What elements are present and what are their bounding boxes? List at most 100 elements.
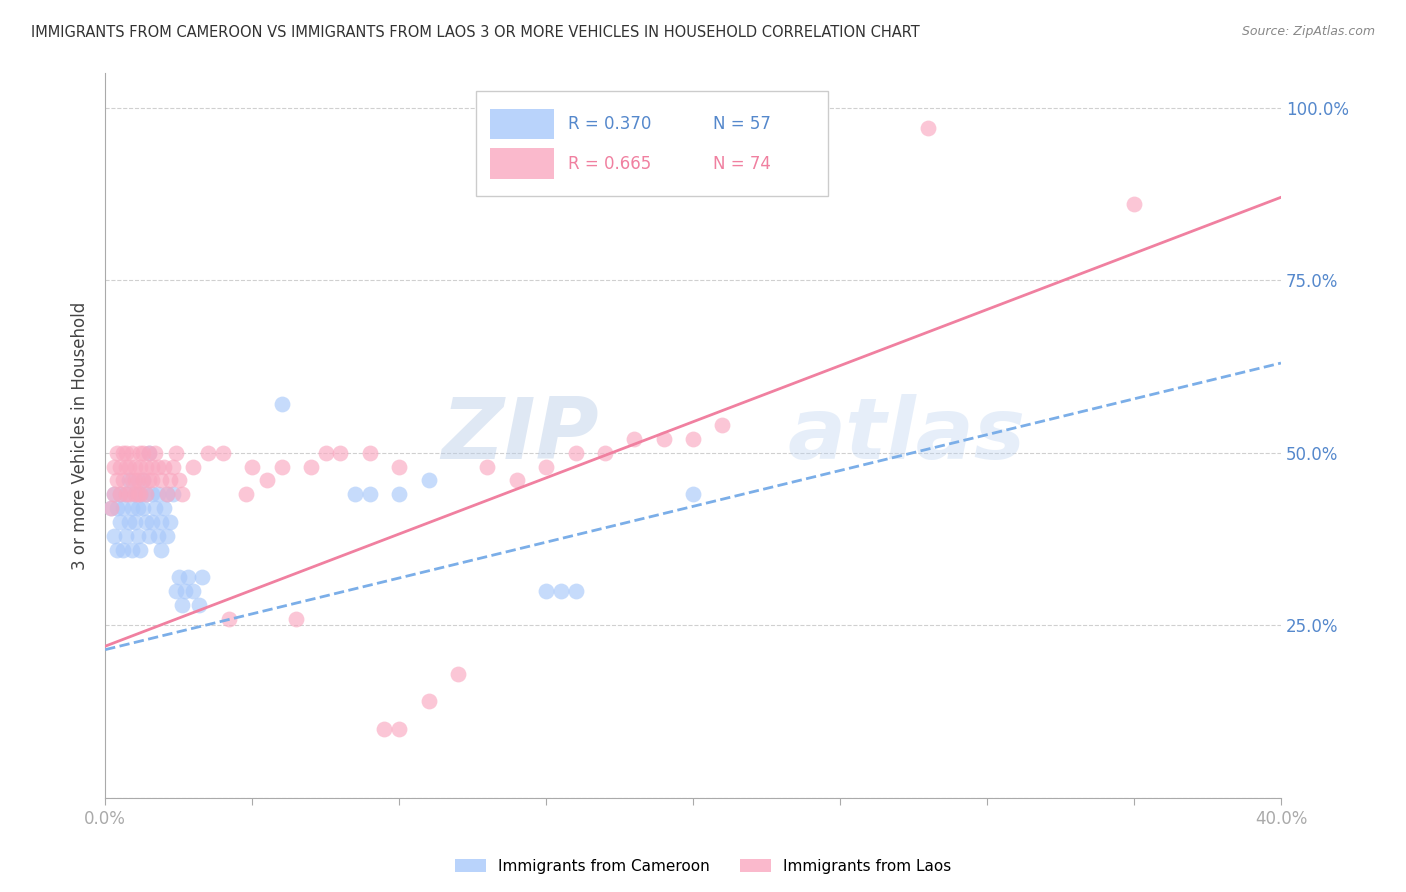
Point	[211, 446, 233, 460]
Text: R = 0.665: R = 0.665	[568, 154, 652, 173]
Point	[121, 501, 143, 516]
Point	[132, 474, 155, 488]
Text: N = 74: N = 74	[713, 154, 770, 173]
Point	[682, 432, 704, 446]
Point	[138, 446, 160, 460]
Point	[124, 459, 146, 474]
Point	[132, 474, 155, 488]
Point	[270, 397, 292, 411]
Point	[359, 446, 381, 460]
Point	[118, 487, 141, 501]
Point	[447, 666, 470, 681]
Point	[235, 487, 257, 501]
Point	[183, 583, 205, 598]
Point	[105, 501, 128, 516]
Point	[129, 487, 152, 501]
Point	[388, 487, 411, 501]
Point	[150, 515, 173, 529]
Point	[103, 487, 125, 501]
Legend: Immigrants from Cameroon, Immigrants from Laos: Immigrants from Cameroon, Immigrants fro…	[449, 853, 957, 880]
Point	[550, 583, 572, 598]
Point	[315, 446, 337, 460]
Bar	[489, 109, 554, 139]
FancyBboxPatch shape	[475, 91, 828, 196]
Point	[108, 459, 131, 474]
Point	[240, 459, 263, 474]
Point	[127, 501, 149, 516]
Point	[138, 446, 160, 460]
Point	[623, 432, 645, 446]
Point	[256, 474, 278, 488]
Text: Source: ZipAtlas.com: Source: ZipAtlas.com	[1241, 25, 1375, 38]
Point	[103, 459, 125, 474]
Point	[506, 474, 529, 488]
Point	[218, 611, 240, 625]
Point	[129, 446, 152, 460]
Point	[153, 459, 176, 474]
Point	[170, 598, 193, 612]
Point	[388, 459, 411, 474]
Text: IMMIGRANTS FROM CAMEROON VS IMMIGRANTS FROM LAOS 3 OR MORE VEHICLES IN HOUSEHOLD: IMMIGRANTS FROM CAMEROON VS IMMIGRANTS F…	[31, 25, 920, 40]
Point	[124, 474, 146, 488]
Point	[299, 459, 322, 474]
Point	[176, 570, 198, 584]
Point	[159, 515, 181, 529]
Point	[534, 459, 557, 474]
Point	[129, 459, 152, 474]
Point	[270, 459, 292, 474]
Point	[114, 459, 136, 474]
Point	[111, 501, 134, 516]
Point	[162, 487, 184, 501]
Point	[711, 418, 734, 433]
Point	[418, 474, 440, 488]
Point	[135, 459, 157, 474]
Point	[141, 474, 163, 488]
Point	[111, 542, 134, 557]
Point	[124, 487, 146, 501]
Point	[135, 487, 157, 501]
Point	[132, 446, 155, 460]
Point	[159, 474, 181, 488]
Point	[138, 474, 160, 488]
Point	[121, 542, 143, 557]
Point	[373, 722, 395, 736]
Point	[127, 474, 149, 488]
Point	[108, 487, 131, 501]
Point	[173, 583, 195, 598]
Bar	[489, 148, 554, 179]
Point	[111, 446, 134, 460]
Point	[156, 529, 179, 543]
Point	[197, 446, 219, 460]
Text: ZIP: ZIP	[441, 394, 599, 477]
Point	[100, 501, 122, 516]
Point	[156, 487, 179, 501]
Point	[150, 474, 173, 488]
Point	[153, 501, 176, 516]
Point	[127, 529, 149, 543]
Point	[118, 515, 141, 529]
Point	[124, 515, 146, 529]
Point	[121, 474, 143, 488]
Point	[285, 611, 308, 625]
Point	[105, 474, 128, 488]
Point	[146, 459, 169, 474]
Point	[129, 487, 152, 501]
Point	[162, 459, 184, 474]
Point	[132, 501, 155, 516]
Point	[121, 446, 143, 460]
Y-axis label: 3 or more Vehicles in Household: 3 or more Vehicles in Household	[72, 301, 89, 570]
Point	[418, 694, 440, 708]
Point	[534, 583, 557, 598]
Point	[143, 446, 166, 460]
Point	[124, 487, 146, 501]
Point	[103, 487, 125, 501]
Point	[917, 121, 939, 136]
Point	[108, 487, 131, 501]
Point	[191, 570, 214, 584]
Point	[141, 487, 163, 501]
Point	[143, 501, 166, 516]
Point	[388, 722, 411, 736]
Point	[114, 446, 136, 460]
Point	[146, 487, 169, 501]
Point	[146, 529, 169, 543]
